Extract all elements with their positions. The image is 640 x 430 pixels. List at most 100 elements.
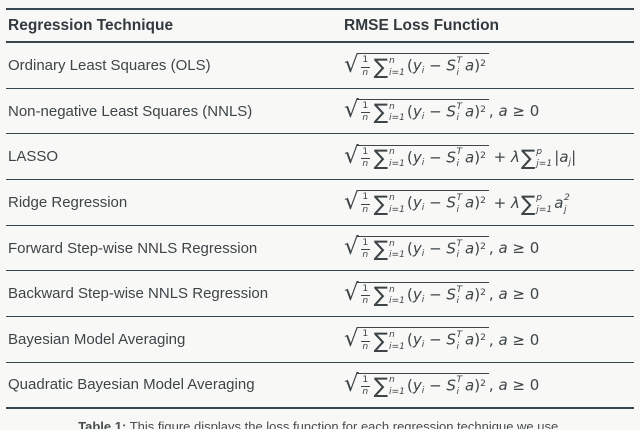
math-num: 1 [360,284,370,296]
math-it: a [498,239,508,258]
math-rm: ( [407,56,413,75]
table-row: Backward Step-wise NNLS Regression √ 1 n ∑ n… [6,271,634,318]
math-sup: 2 [480,287,486,298]
math-rm: | [571,148,577,167]
math-den: n [362,113,369,124]
math-num: 1 [360,329,370,342]
radical-sign: √ [344,187,359,215]
table-row: Non-negative Least Squares (NNLS) √ 1 n ∑ n i… [6,89,634,135]
stack-sup: T [456,56,463,67]
math-rm: ( [407,330,413,349]
math-summation: ∑ n i=1 [374,285,405,307]
limit-lower: i=1 [389,295,405,306]
stack-sup: T [456,375,463,386]
summation-limits: n i=1 [389,193,405,216]
math-den: n [362,250,369,261]
math-sub: i [421,203,425,214]
technique-cell: Ordinary Least Squares (OLS) [8,56,211,74]
stack-sub: i [456,250,459,261]
limit-lower: i=1 [389,67,405,78]
math-rm: − [424,239,447,258]
math-rm: − [424,330,447,349]
math-it: y [412,56,422,75]
math-it: a [554,193,564,212]
summation-limits: n i=1 [389,102,405,125]
radical-sign: √ [344,50,359,78]
radical-sign: √ [344,142,359,170]
math-rm: ( [407,239,413,258]
math-rm: ) [474,285,481,304]
summation-limits: n i=1 [389,147,405,170]
summation-limits: n i=1 [389,56,405,79]
math-rm: + [488,148,511,167]
stack-sup: T [456,147,463,158]
math-it: S [446,56,456,75]
math-it: λ [511,193,520,212]
radical-sign: √ [344,233,359,261]
math-sub: i [421,294,425,305]
limit-lower: i=1 [389,204,405,215]
math-den: n [362,386,369,397]
math-num: 1 [360,192,370,205]
sigma-symbol: ∑ [520,191,536,217]
stack-sub: i [456,158,459,169]
math-sup: 2 [480,104,486,115]
stack-sup: T [456,238,463,249]
math-sup: 2 [480,196,486,207]
table-row: Bayesian Model Averaging √ 1 n ∑ n i=1 (yi − S… [6,317,634,363]
table-top-rule [6,8,634,10]
table-body: Ordinary Least Squares (OLS) √ 1 n ∑ n i=1 (yi… [6,43,634,409]
limit-upper: n [389,238,395,249]
math-it: y [412,102,422,121]
limit-lower: i=1 [389,386,405,397]
sigma-symbol: ∑ [373,328,388,354]
math-summation: ∑ n i=1 [374,238,405,261]
math-it: y [412,193,422,212]
math-it: a [559,148,569,167]
limit-upper: n [389,147,395,158]
math-rm: − [424,148,447,167]
sigma-symbol: ∑ [373,373,388,399]
math-sub: i [421,157,425,168]
summation-limits: p j=1 [536,147,552,170]
limit-lower: i=1 [389,250,405,261]
math-rm: , [488,376,499,395]
limit-lower: i=1 [389,341,405,352]
math-summation: ∑ n i=1 [374,56,405,78]
limit-upper: n [389,101,395,112]
math-rm: − [424,193,447,212]
math-it: a [498,330,508,349]
summation-limits: n i=1 [389,330,405,353]
math-it: a [465,285,475,304]
sigma-symbol: ∑ [373,100,388,126]
math-rm: ≥ 0 [507,239,540,258]
math-rm: ≥ 0 [507,102,540,121]
math-den: n [362,341,369,352]
limit-lower: j=1 [536,158,553,169]
summation-limits: p j=1 [536,193,552,216]
math-summation: ∑ n i=1 [374,193,405,215]
radical-sign: √ [344,279,359,307]
limit-upper: n [389,56,395,67]
